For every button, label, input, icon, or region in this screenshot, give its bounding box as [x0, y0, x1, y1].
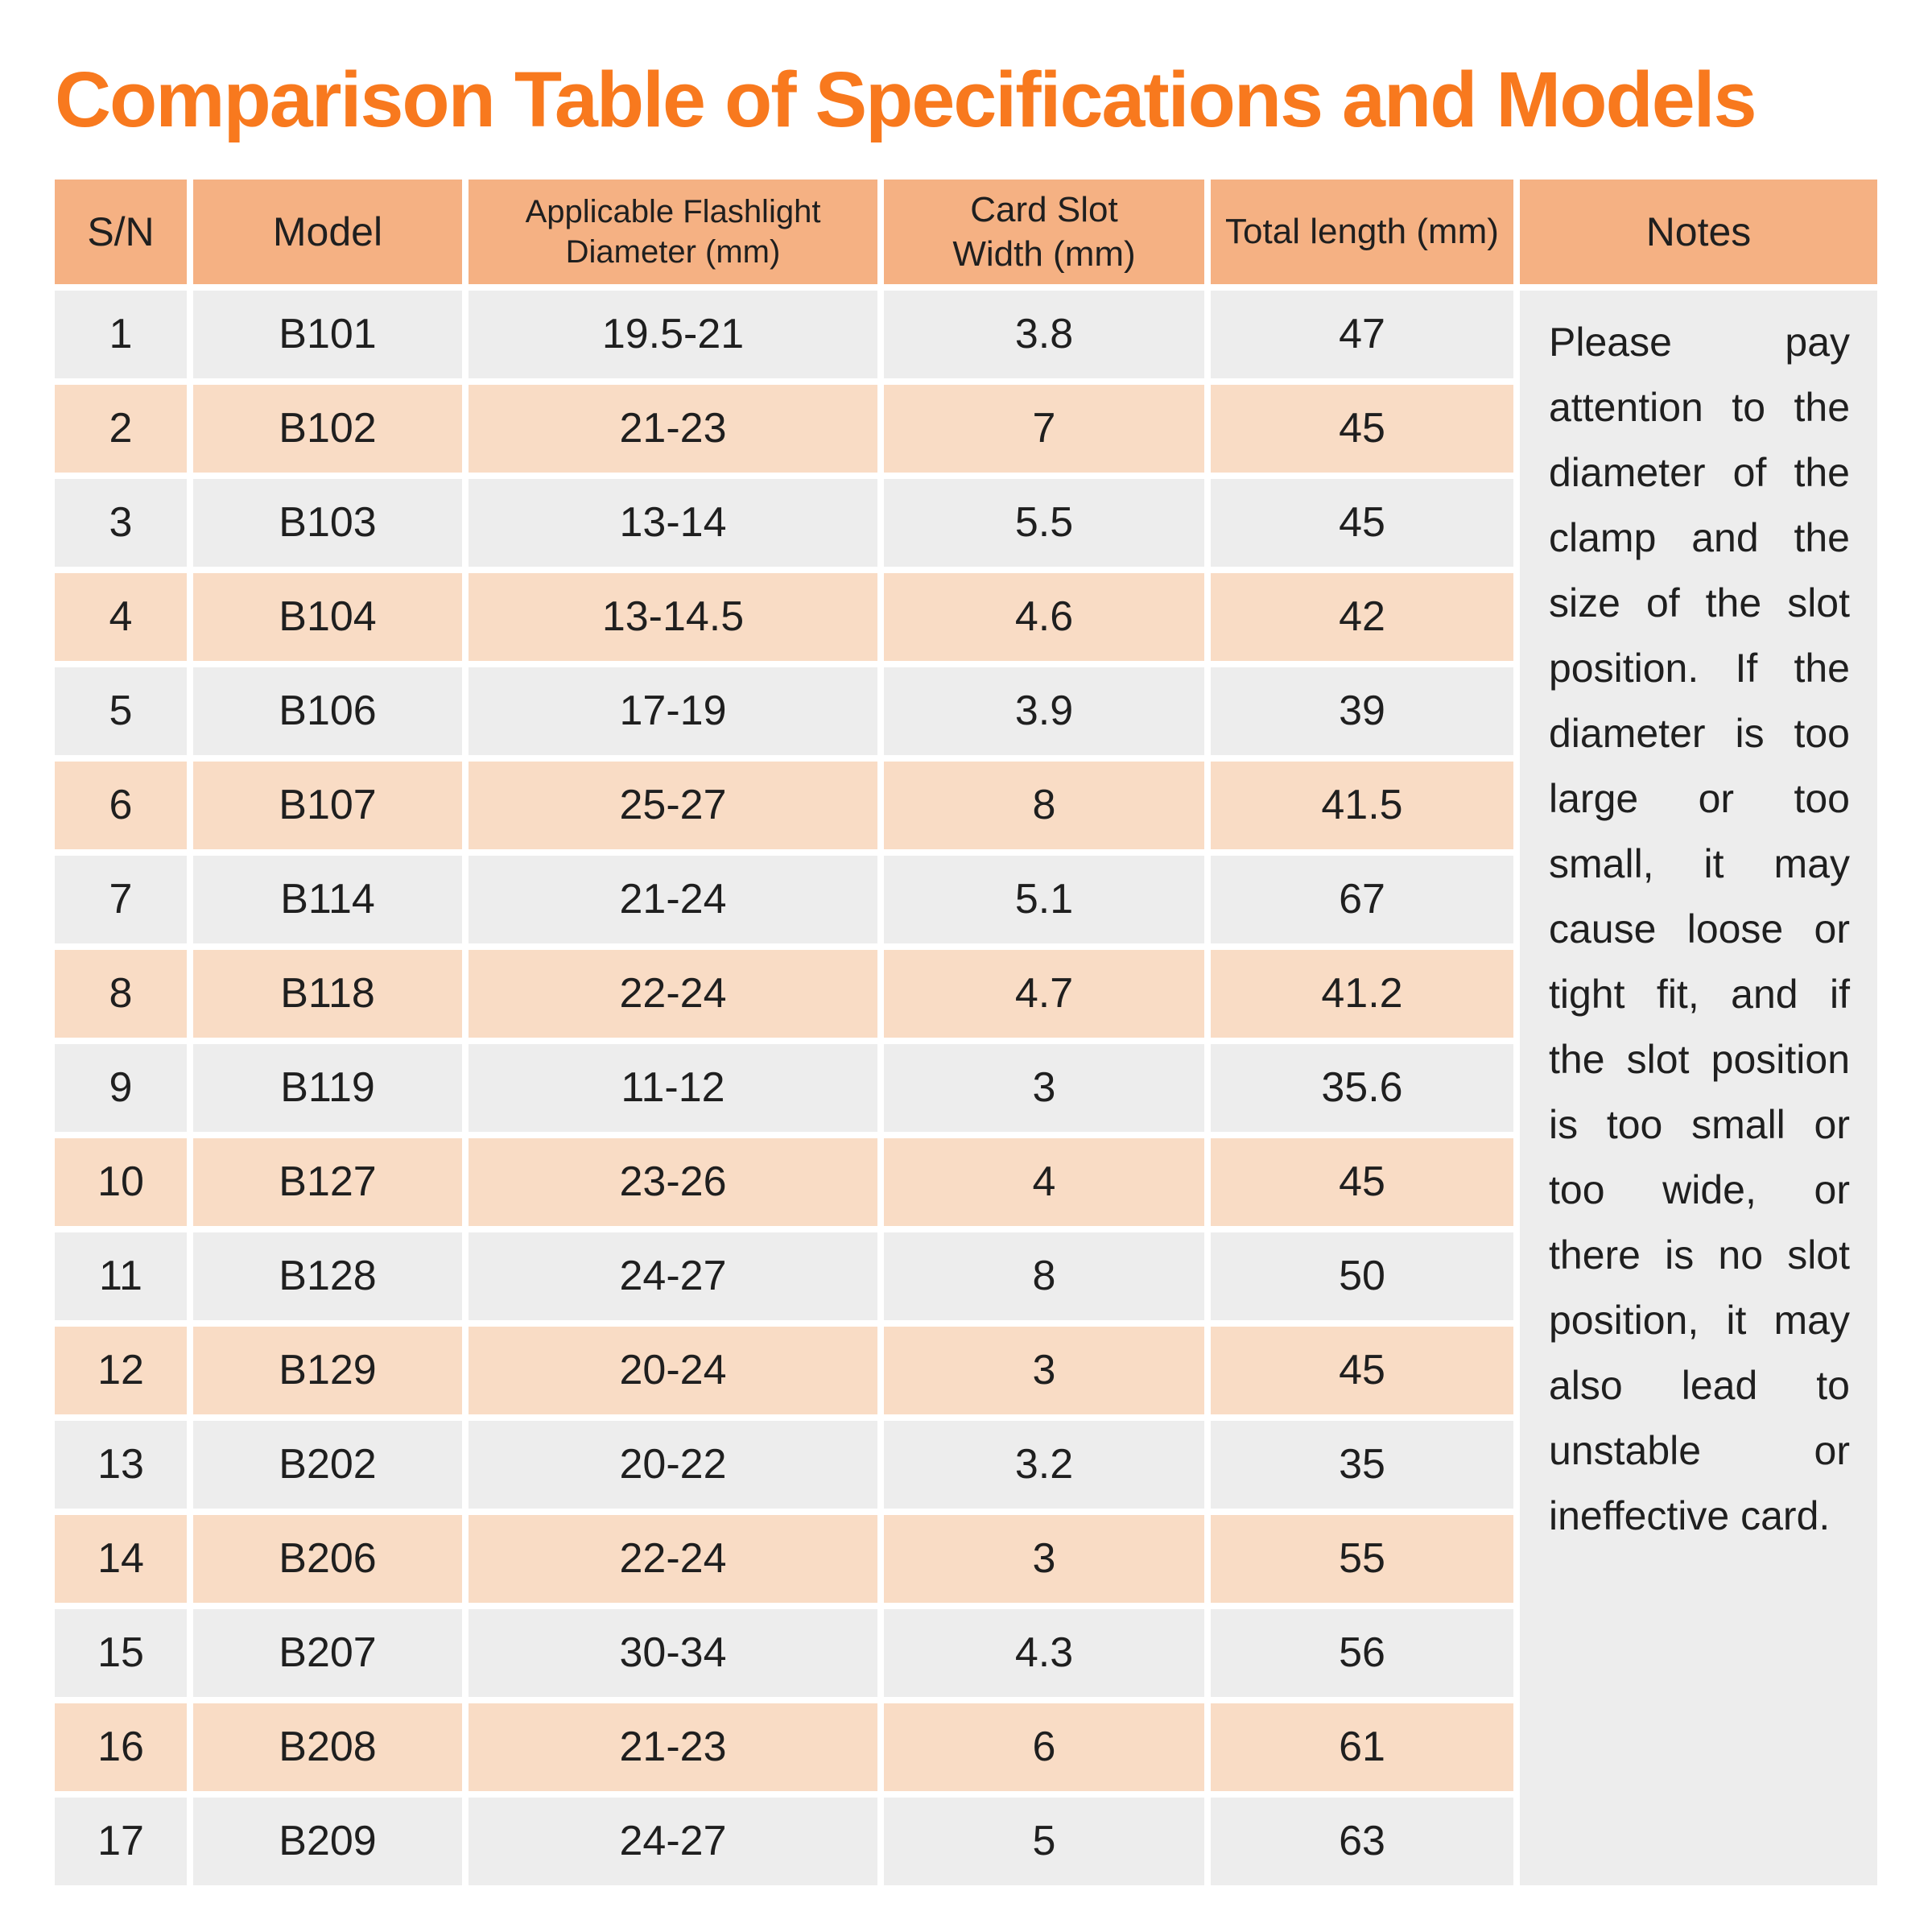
table-cell-r10-c5: 45: [1211, 1137, 1513, 1226]
table-cell-r9-c4: 3: [884, 1043, 1204, 1132]
table-cell-r7-c1: 7: [55, 855, 187, 943]
table-cell-r9-c5: 35.6: [1211, 1043, 1513, 1132]
table-cell-r11-c1: 11: [55, 1232, 187, 1320]
table-cell-r16-c2: B208: [193, 1703, 462, 1791]
table-cell-r3-c5: 45: [1211, 478, 1513, 567]
table-cell-r6-c3: 25-27: [469, 761, 877, 849]
table-cell-r13-c1: 13: [55, 1420, 187, 1509]
table-cell-r15-c3: 30-34: [469, 1608, 877, 1697]
notes-cell: Please pay attention to the diameter of …: [1520, 290, 1877, 1885]
table-cell-r4-c1: 4: [55, 572, 187, 661]
table-cell-r14-c1: 14: [55, 1514, 187, 1603]
table-cell-r3-c1: 3: [55, 478, 187, 567]
table-cell-r7-c2: B114: [193, 855, 462, 943]
table-cell-r8-c4: 4.7: [884, 949, 1204, 1038]
table-cell-r4-c2: B104: [193, 572, 462, 661]
table-cell-r4-c5: 42: [1211, 572, 1513, 661]
table-cell-r11-c5: 50: [1211, 1232, 1513, 1320]
table-cell-r12-c2: B129: [193, 1326, 462, 1414]
header-card-slot-width: Card Slot Width (mm): [884, 179, 1204, 284]
header-model: Model: [193, 179, 462, 284]
table-cell-r6-c4: 8: [884, 761, 1204, 849]
table-cell-r7-c4: 5.1: [884, 855, 1204, 943]
table-cell-r13-c3: 20-22: [469, 1420, 877, 1509]
table-cell-r8-c3: 22-24: [469, 949, 877, 1038]
table-cell-r7-c3: 21-24: [469, 855, 877, 943]
table-cell-r15-c2: B207: [193, 1608, 462, 1697]
table-cell-r6-c2: B107: [193, 761, 462, 849]
table-cell-r6-c5: 41.5: [1211, 761, 1513, 849]
table-cell-r3-c3: 13-14: [469, 478, 877, 567]
header-sn: S/N: [55, 179, 187, 284]
table-cell-r13-c5: 35: [1211, 1420, 1513, 1509]
table-cell-r17-c5: 63: [1211, 1797, 1513, 1885]
table-cell-r12-c1: 12: [55, 1326, 187, 1414]
spec-table: S/N Model Applicable Flashlight Diameter…: [55, 179, 1877, 1885]
table-cell-r10-c3: 23-26: [469, 1137, 877, 1226]
table-cell-r5-c5: 39: [1211, 667, 1513, 755]
table-cell-r16-c4: 6: [884, 1703, 1204, 1791]
table-cell-r9-c2: B119: [193, 1043, 462, 1132]
table-cell-r10-c1: 10: [55, 1137, 187, 1226]
table-cell-r16-c3: 21-23: [469, 1703, 877, 1791]
table-cell-r8-c2: B118: [193, 949, 462, 1038]
table-cell-r17-c3: 24-27: [469, 1797, 877, 1885]
header-flashlight-diameter: Applicable Flashlight Diameter (mm): [469, 179, 877, 284]
table-cell-r2-c3: 21-23: [469, 384, 877, 473]
table-cell-r11-c2: B128: [193, 1232, 462, 1320]
table-cell-r5-c2: B106: [193, 667, 462, 755]
header-notes: Notes: [1520, 179, 1877, 284]
table-cell-r14-c2: B206: [193, 1514, 462, 1603]
table-cell-r2-c1: 2: [55, 384, 187, 473]
page-title: Comparison Table of Specifications and M…: [55, 56, 1757, 143]
table-cell-r17-c2: B209: [193, 1797, 462, 1885]
table-cell-r3-c4: 5.5: [884, 478, 1204, 567]
table-cell-r2-c2: B102: [193, 384, 462, 473]
table-cell-r2-c4: 7: [884, 384, 1204, 473]
table-cell-r1-c4: 3.8: [884, 290, 1204, 378]
table-cell-r2-c5: 45: [1211, 384, 1513, 473]
table-cell-r1-c3: 19.5-21: [469, 290, 877, 378]
table-cell-r9-c1: 9: [55, 1043, 187, 1132]
table-cell-r11-c4: 8: [884, 1232, 1204, 1320]
table-cell-r9-c3: 11-12: [469, 1043, 877, 1132]
table-cell-r5-c4: 3.9: [884, 667, 1204, 755]
table-cell-r13-c4: 3.2: [884, 1420, 1204, 1509]
table-cell-r15-c4: 4.3: [884, 1608, 1204, 1697]
table-cell-r14-c5: 55: [1211, 1514, 1513, 1603]
table-cell-r17-c4: 5: [884, 1797, 1204, 1885]
table-cell-r16-c1: 16: [55, 1703, 187, 1791]
table-cell-r8-c5: 41.2: [1211, 949, 1513, 1038]
table-cell-r17-c1: 17: [55, 1797, 187, 1885]
table-cell-r14-c4: 3: [884, 1514, 1204, 1603]
table-cell-r12-c5: 45: [1211, 1326, 1513, 1414]
table-cell-r10-c4: 4: [884, 1137, 1204, 1226]
table-cell-r8-c1: 8: [55, 949, 187, 1038]
table-cell-r15-c5: 56: [1211, 1608, 1513, 1697]
table-cell-r3-c2: B103: [193, 478, 462, 567]
table-cell-r16-c5: 61: [1211, 1703, 1513, 1791]
table-cell-r12-c4: 3: [884, 1326, 1204, 1414]
table-cell-r1-c2: B101: [193, 290, 462, 378]
table-cell-r12-c3: 20-24: [469, 1326, 877, 1414]
table-cell-r5-c1: 5: [55, 667, 187, 755]
table-cell-r1-c1: 1: [55, 290, 187, 378]
table-cell-r10-c2: B127: [193, 1137, 462, 1226]
table-cell-r14-c3: 22-24: [469, 1514, 877, 1603]
header-total-length: Total length (mm): [1211, 179, 1513, 284]
table-cell-r5-c3: 17-19: [469, 667, 877, 755]
table-cell-r11-c3: 24-27: [469, 1232, 877, 1320]
table-cell-r4-c3: 13-14.5: [469, 572, 877, 661]
table-cell-r6-c1: 6: [55, 761, 187, 849]
table-cell-r7-c5: 67: [1211, 855, 1513, 943]
table-cell-r15-c1: 15: [55, 1608, 187, 1697]
table-cell-r4-c4: 4.6: [884, 572, 1204, 661]
table-cell-r13-c2: B202: [193, 1420, 462, 1509]
table-cell-r1-c5: 47: [1211, 290, 1513, 378]
